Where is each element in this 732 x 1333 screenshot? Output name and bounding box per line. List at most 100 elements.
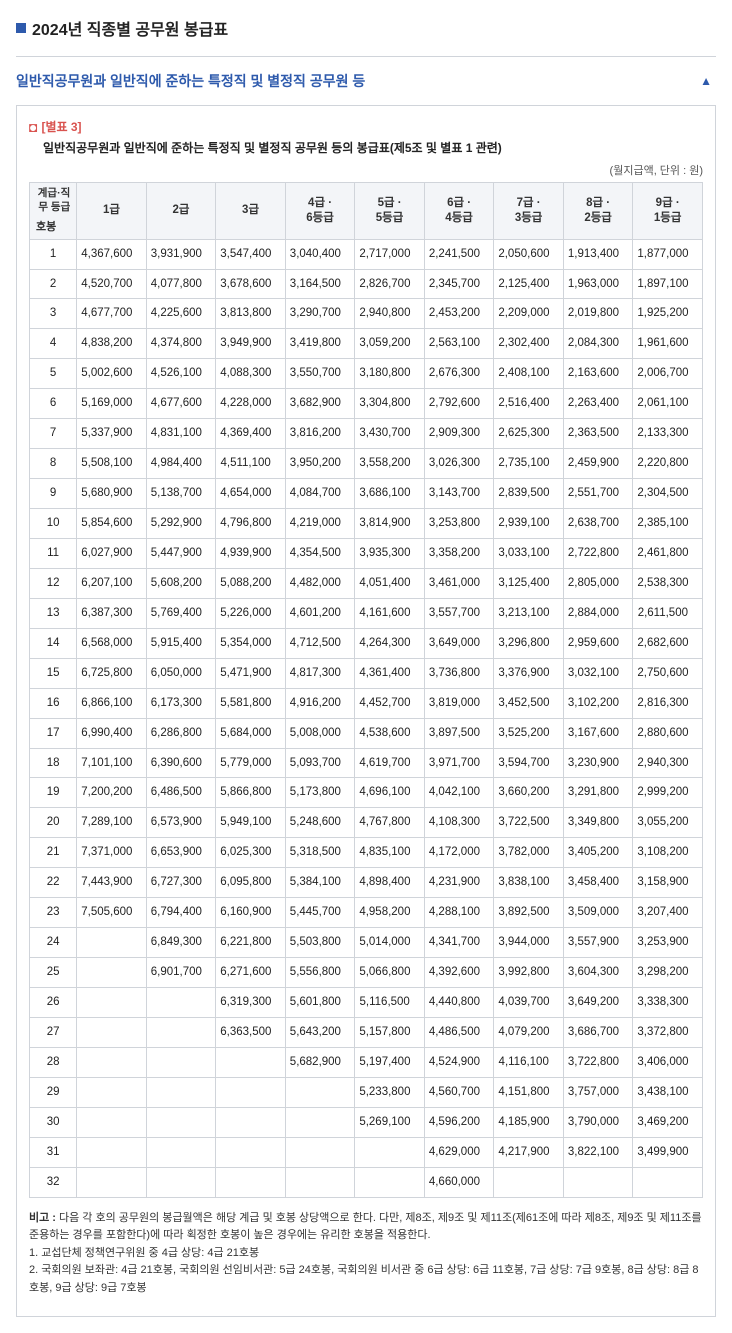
salary-cell xyxy=(146,1017,216,1047)
table-row: 256,901,7006,271,6005,556,8005,066,8004,… xyxy=(30,958,703,988)
row-index: 32 xyxy=(30,1167,77,1197)
salary-cell: 3,253,800 xyxy=(424,509,494,539)
salary-cell: 1,963,000 xyxy=(563,269,633,299)
salary-cell: 4,151,800 xyxy=(494,1077,564,1107)
salary-cell: 2,638,700 xyxy=(563,509,633,539)
salary-cell: 5,445,700 xyxy=(285,898,355,928)
row-index: 15 xyxy=(30,658,77,688)
salary-cell: 6,173,300 xyxy=(146,688,216,718)
salary-cell: 3,158,900 xyxy=(633,868,703,898)
salary-cell: 4,079,200 xyxy=(494,1017,564,1047)
salary-cell: 3,838,100 xyxy=(494,868,564,898)
salary-cell: 3,405,200 xyxy=(563,838,633,868)
salary-cell: 4,526,100 xyxy=(146,359,216,389)
salary-cell: 1,961,600 xyxy=(633,329,703,359)
notes-label: 비고 : xyxy=(29,1212,59,1224)
salary-cell: 2,050,600 xyxy=(494,239,564,269)
salary-cell: 5,292,900 xyxy=(146,509,216,539)
salary-cell: 5,854,600 xyxy=(77,509,147,539)
salary-cell: 2,302,400 xyxy=(494,329,564,359)
salary-cell: 5,093,700 xyxy=(285,748,355,778)
salary-cell: 6,221,800 xyxy=(216,928,286,958)
salary-cell: 4,039,700 xyxy=(494,988,564,1018)
salary-cell: 4,440,800 xyxy=(424,988,494,1018)
row-index: 10 xyxy=(30,509,77,539)
row-index: 11 xyxy=(30,538,77,568)
salary-cell: 4,225,600 xyxy=(146,299,216,329)
salary-cell: 2,084,300 xyxy=(563,329,633,359)
salary-cell: 3,430,700 xyxy=(355,419,425,449)
salary-cell: 5,684,000 xyxy=(216,718,286,748)
grade-header: 9급 ·1등급 xyxy=(633,183,703,240)
salary-cell: 4,601,200 xyxy=(285,598,355,628)
salary-cell: 2,061,100 xyxy=(633,389,703,419)
salary-cell: 6,901,700 xyxy=(146,958,216,988)
grade-header: 3급 xyxy=(216,183,286,240)
salary-cell: 1,897,100 xyxy=(633,269,703,299)
salary-cell: 3,547,400 xyxy=(216,239,286,269)
salary-cell: 5,248,600 xyxy=(285,808,355,838)
collapse-up-icon[interactable]: ▲ xyxy=(700,74,712,88)
salary-cell: 4,288,100 xyxy=(424,898,494,928)
salary-cell: 5,608,200 xyxy=(146,568,216,598)
notes-item: 1. 교섭단체 정책연구위원 중 4급 상당: 4급 21호봉 xyxy=(29,1245,703,1263)
table-row: 85,508,1004,984,4004,511,1003,950,2003,5… xyxy=(30,449,703,479)
attachment-desc: 일반직공무원과 일반직에 준하는 특정직 및 별정직 공무원 등의 봉급표(제5… xyxy=(43,139,703,156)
salary-cell: 6,160,900 xyxy=(216,898,286,928)
salary-cell: 4,538,600 xyxy=(355,718,425,748)
salary-cell: 3,649,000 xyxy=(424,628,494,658)
salary-cell: 7,443,900 xyxy=(77,868,147,898)
salary-cell: 3,686,100 xyxy=(355,479,425,509)
salary-cell: 3,935,300 xyxy=(355,538,425,568)
salary-cell: 3,499,900 xyxy=(633,1137,703,1167)
table-row: 295,233,8004,560,7004,151,8003,757,0003,… xyxy=(30,1077,703,1107)
salary-cell: 4,051,400 xyxy=(355,568,425,598)
salary-cell: 5,682,900 xyxy=(285,1047,355,1077)
salary-cell: 2,940,800 xyxy=(355,299,425,329)
row-index: 31 xyxy=(30,1137,77,1167)
salary-cell: 5,384,100 xyxy=(285,868,355,898)
salary-cell: 3,892,500 xyxy=(494,898,564,928)
table-row: 276,363,5005,643,2005,157,8004,486,5004,… xyxy=(30,1017,703,1047)
salary-cell: 6,849,300 xyxy=(146,928,216,958)
salary-cell: 3,678,600 xyxy=(216,269,286,299)
salary-cell: 2,717,000 xyxy=(355,239,425,269)
salary-cell: 4,817,300 xyxy=(285,658,355,688)
salary-cell: 6,486,500 xyxy=(146,778,216,808)
content-box: ◘ [별표 3] 일반직공무원과 일반직에 준하는 특정직 및 별정직 공무원 … xyxy=(16,105,716,1317)
salary-cell: 4,042,100 xyxy=(424,778,494,808)
salary-cell: 4,520,700 xyxy=(77,269,147,299)
salary-cell: 2,363,500 xyxy=(563,419,633,449)
salary-cell: 4,677,700 xyxy=(77,299,147,329)
salary-cell: 4,838,200 xyxy=(77,329,147,359)
section-header[interactable]: 일반직공무원과 일반직에 준하는 특정직 및 별정직 공무원 등 ▲ xyxy=(16,56,716,105)
salary-cell: 4,796,800 xyxy=(216,509,286,539)
notes: 비고 : 다음 각 호의 공무원의 봉급월액은 해당 계급 및 호봉 상당액으로… xyxy=(29,1210,703,1298)
grade-header: 8급 ·2등급 xyxy=(563,183,633,240)
table-row: 324,660,000 xyxy=(30,1167,703,1197)
salary-cell: 7,505,600 xyxy=(77,898,147,928)
salary-cell: 3,338,300 xyxy=(633,988,703,1018)
salary-cell: 5,949,100 xyxy=(216,808,286,838)
row-index: 25 xyxy=(30,958,77,988)
salary-cell: 3,059,200 xyxy=(355,329,425,359)
grade-header: 1급 xyxy=(77,183,147,240)
salary-cell: 3,722,800 xyxy=(563,1047,633,1077)
salary-cell: 2,345,700 xyxy=(424,269,494,299)
row-index: 19 xyxy=(30,778,77,808)
salary-cell: 6,725,800 xyxy=(77,658,147,688)
square-bullet-icon xyxy=(16,23,26,33)
salary-cell: 4,369,400 xyxy=(216,419,286,449)
salary-cell: 5,116,500 xyxy=(355,988,425,1018)
salary-cell: 3,897,500 xyxy=(424,718,494,748)
row-index: 26 xyxy=(30,988,77,1018)
salary-cell: 3,438,100 xyxy=(633,1077,703,1107)
table-row: 237,505,6006,794,4006,160,9005,445,7004,… xyxy=(30,898,703,928)
salary-cell: 6,866,100 xyxy=(77,688,147,718)
salary-cell xyxy=(146,1047,216,1077)
salary-cell xyxy=(77,1107,147,1137)
salary-cell: 7,371,000 xyxy=(77,838,147,868)
row-index: 16 xyxy=(30,688,77,718)
table-row: 65,169,0004,677,6004,228,0003,682,9003,3… xyxy=(30,389,703,419)
salary-cell xyxy=(216,1077,286,1107)
